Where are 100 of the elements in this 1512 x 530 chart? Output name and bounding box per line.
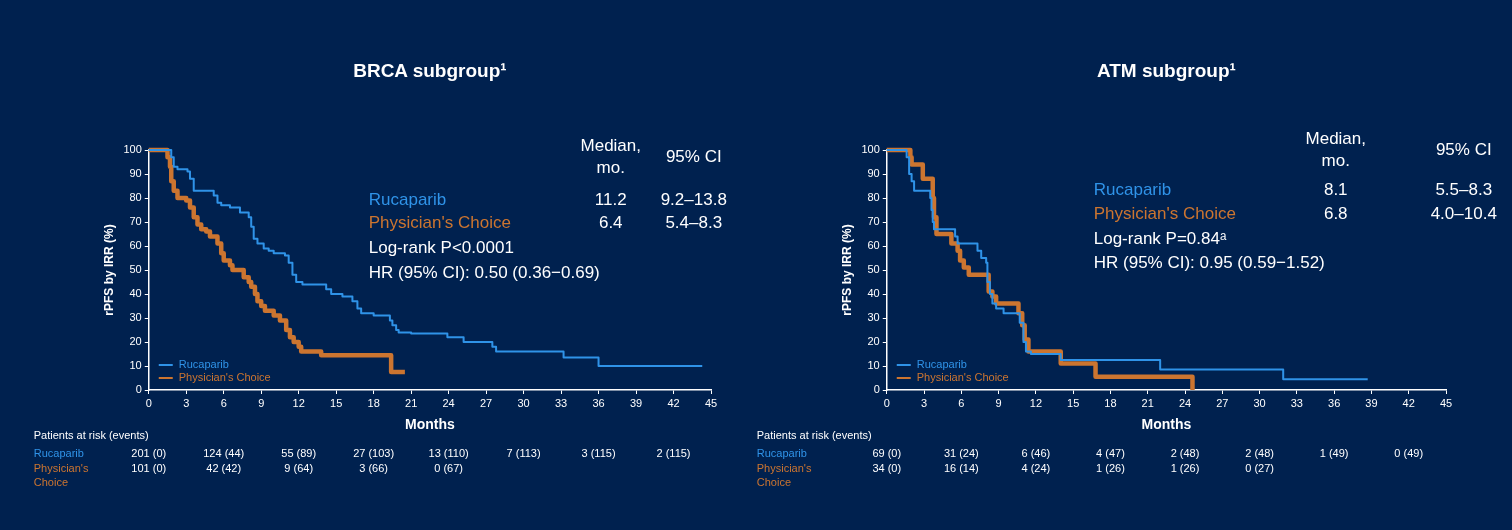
annotation: 95% CI	[1435, 139, 1492, 159]
x-tick-label: 0	[145, 396, 152, 409]
y-tick-label: 100	[123, 143, 142, 156]
legend-label: Physician's Choice	[178, 371, 271, 384]
annotation: 5.4–8.3	[665, 212, 723, 232]
text: 27 (103)	[353, 447, 395, 460]
x-tick-label: 6	[220, 396, 227, 409]
x-tick-label: 30	[1253, 396, 1266, 409]
x-tick-label: 39	[629, 396, 643, 409]
x-tick-label: 33	[554, 396, 568, 409]
legend-label: Physician's Choice	[916, 371, 1009, 384]
y-tick-label: 30	[129, 311, 142, 324]
annotation: Median, mo.	[1305, 128, 1366, 170]
annotation: Median, mo.	[580, 135, 641, 177]
x-tick-label: 24	[1178, 396, 1192, 409]
y-tick-label: 10	[867, 359, 880, 372]
y-tick-label: 50	[129, 263, 142, 276]
x-tick-label: 42	[667, 396, 680, 409]
x-tick-label: 9	[995, 396, 1002, 409]
text: 1 (26)	[1096, 462, 1125, 475]
text: 201 (0)	[131, 447, 167, 460]
text: Patients at risk (events)	[33, 429, 149, 442]
x-tick-label: 9	[258, 396, 265, 409]
y-tick-label: 80	[867, 191, 880, 204]
x-tick-label: 21	[405, 396, 418, 409]
text: 0 (49)	[1394, 447, 1424, 460]
x-tick-label: 6	[958, 396, 965, 409]
annotation: Log-rank P=0.84ᵃ	[1093, 228, 1227, 248]
x-tick-label: 45	[1439, 396, 1453, 409]
text: 9 (64)	[284, 462, 314, 475]
y-axis-title: rPFS by IRR (%)	[101, 224, 116, 316]
x-tick-label: 15	[330, 396, 343, 409]
x-tick-label: 24	[442, 396, 455, 409]
text: 124 (44)	[203, 447, 245, 460]
x-tick-label: 36	[1328, 396, 1341, 409]
x-tick-label: 15	[1067, 396, 1080, 409]
text: 6 (46)	[1021, 447, 1051, 460]
y-tick-label: 30	[867, 311, 880, 324]
x-tick-label: 12	[292, 396, 305, 409]
y-tick-label: 80	[129, 191, 142, 204]
text: 101 (0)	[131, 462, 167, 475]
y-tick-label: 90	[867, 167, 880, 180]
x-tick-label: 27	[1216, 396, 1229, 409]
text: 13 (110)	[428, 447, 469, 460]
x-axis-title: Months	[404, 416, 455, 433]
y-tick-label: 0	[873, 383, 880, 396]
annotation: 6.8	[1323, 203, 1348, 223]
y-tick-label: 50	[867, 263, 880, 276]
chart-title: ATM subgroup¹	[1096, 60, 1236, 82]
text: 34 (0)	[872, 462, 902, 475]
x-axis-title: Months	[1141, 416, 1192, 433]
text: 16 (14)	[943, 462, 979, 475]
text: 3 (115)	[581, 447, 616, 460]
annotation: 5.5–8.3	[1435, 179, 1493, 199]
y-tick-label: 70	[129, 215, 142, 228]
annotation: 6.4	[598, 212, 623, 232]
x-tick-label: 18	[1104, 396, 1117, 409]
chart-title: BRCA subgroup¹	[353, 60, 507, 82]
annotation: 11.2	[594, 189, 627, 209]
annotation: HR (95% CI): 0.95 (0.59−1.52)	[1093, 252, 1325, 272]
x-tick-label: 33	[1290, 396, 1303, 409]
text: 2 (48)	[1245, 447, 1274, 460]
text: 0 (27)	[1245, 462, 1274, 475]
text: 1 (26)	[1170, 462, 1200, 475]
x-tick-label: 27	[479, 396, 493, 409]
y-tick-label: 60	[129, 239, 142, 252]
text: 7 (113)	[506, 447, 541, 460]
text: Physician's Choice	[756, 462, 812, 489]
text: Patients at risk (events)	[756, 429, 872, 442]
y-tick-label: 10	[129, 359, 142, 372]
x-tick-label: 0	[883, 396, 890, 409]
text: Rucaparib	[33, 447, 84, 460]
x-tick-label: 30	[517, 396, 530, 409]
text: 2 (48)	[1170, 447, 1200, 460]
text: 3 (66)	[359, 462, 389, 475]
text: 42 (42)	[206, 462, 242, 475]
x-tick-label: 36	[592, 396, 605, 409]
y-tick-label: 100	[861, 143, 880, 156]
x-tick-label: 21	[1141, 396, 1154, 409]
x-tick-label: 12	[1029, 396, 1043, 409]
x-tick-label: 45	[704, 396, 718, 409]
text: 55 (89)	[281, 447, 317, 460]
legend-label: Rucaparib	[178, 358, 229, 371]
text: 4 (47)	[1096, 447, 1125, 460]
y-tick-label: 20	[867, 335, 880, 348]
text: Physician's Choice	[368, 212, 511, 232]
y-tick-label: 20	[129, 335, 142, 348]
text: Rucaparib	[1093, 179, 1172, 199]
text: Rucaparib	[756, 447, 807, 460]
x-tick-label: 39	[1365, 396, 1378, 409]
text: Physician's Choice	[33, 462, 89, 489]
y-axis-title: rPFS by IRR (%)	[839, 224, 854, 316]
y-tick-label: 40	[129, 287, 142, 300]
y-tick-label: 40	[867, 287, 880, 300]
x-tick-label: 3	[920, 396, 928, 409]
annotation: 95% CI	[665, 146, 722, 166]
legend-label: Rucaparib	[916, 358, 967, 371]
text: Rucaparib	[368, 189, 447, 209]
y-tick-label: 60	[867, 239, 880, 252]
text: 31 (24)	[943, 447, 979, 460]
